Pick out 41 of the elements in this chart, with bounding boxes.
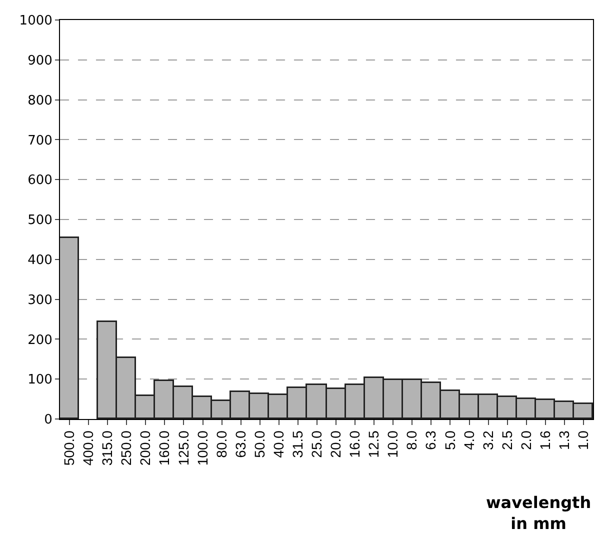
x-tick-label: 2.5 — [498, 430, 515, 450]
x-tick-label: 160.0 — [156, 430, 172, 466]
y-tick-label: 600 — [28, 173, 52, 188]
x-tick-label: 2.0 — [518, 430, 534, 450]
y-tick-label: 1000 — [19, 14, 52, 29]
y-tick-label: 300 — [28, 292, 52, 308]
x-tick-label: 400.0 — [80, 430, 96, 466]
x-tick-label: 100.0 — [194, 430, 210, 466]
x-tick-label: 16.0 — [346, 430, 363, 458]
x-tick-label: 4.0 — [460, 430, 477, 450]
y-tick-label: 400 — [28, 252, 52, 268]
x-tick-label: 125.0 — [175, 430, 192, 466]
x-tick-label: 10.0 — [384, 430, 401, 458]
y-tick-label: 900 — [28, 53, 52, 68]
x-tick-label: 5.0 — [442, 430, 458, 450]
x-tick-label: 40.0 — [270, 430, 286, 458]
y-tick-label: 100 — [28, 372, 52, 388]
y-tick-label: 200 — [28, 332, 52, 348]
x-tick-label: 1.3 — [556, 430, 572, 450]
x-tick-label: 20.0 — [328, 430, 344, 458]
x-tick-label: 80.0 — [213, 430, 230, 458]
x-tick-label: 500.0 — [61, 430, 78, 466]
x-tick-label: 200.0 — [137, 430, 154, 466]
y-tick-label: 500 — [28, 213, 52, 228]
bar — [60, 236, 79, 419]
x-tick-label: 12.5 — [366, 430, 382, 458]
y-tick-label: 800 — [28, 93, 52, 108]
x-tick-label: 250.0 — [118, 430, 134, 466]
x-tick-label: 63.0 — [232, 430, 248, 458]
x-tick-label: 1.0 — [575, 430, 592, 450]
y-tick-label: 700 — [28, 133, 52, 148]
x-tick-label: 50.0 — [251, 430, 268, 458]
y-tick-label: 0 — [44, 412, 52, 428]
x-tick-label: 8.0 — [404, 430, 420, 450]
x-tick-label: 6.3 — [422, 430, 439, 450]
x-tick-label: 1.6 — [536, 430, 553, 450]
x-tick-label: 25.0 — [308, 430, 325, 458]
x-tick-label: 31.5 — [290, 430, 306, 458]
x-tick-label: 315.0 — [99, 430, 116, 466]
x-tick-label: 3.2 — [480, 430, 496, 450]
x-axis-title: wavelength in mm — [486, 493, 592, 533]
